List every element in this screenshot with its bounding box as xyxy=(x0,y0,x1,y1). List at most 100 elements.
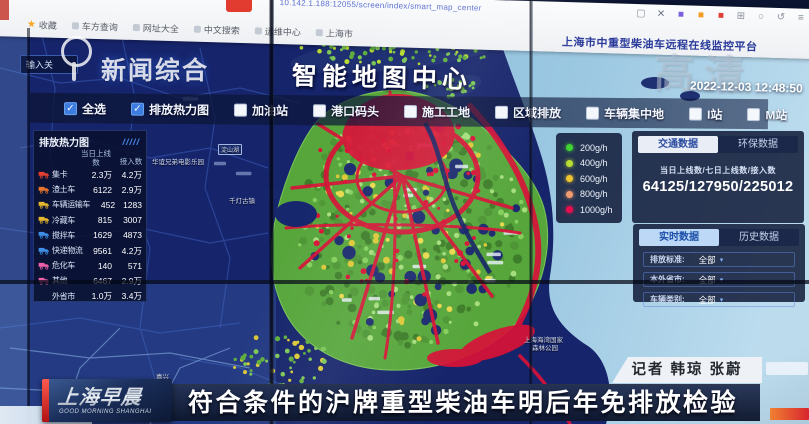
truck-icon xyxy=(38,257,52,275)
menu-icon[interactable]: ≡ xyxy=(797,12,804,24)
layer-toggle-施工工地[interactable]: 施工工地 xyxy=(404,103,470,121)
data-panel-tabs: 交通数据 环保数据 xyxy=(638,136,798,153)
filter-value: 全部 xyxy=(699,274,716,286)
chevron-down-icon: ▾ xyxy=(719,296,724,304)
screen-bezel-vertical-1 xyxy=(269,0,274,424)
truck-icon xyxy=(38,181,52,199)
tab-环保数据[interactable]: 环保数据 xyxy=(738,139,778,150)
legend-label: 1000g/h xyxy=(580,204,613,215)
apps-grid-icon[interactable]: ⊞ xyxy=(736,10,746,23)
layer-toggle-车辆集中地[interactable]: 车辆集中地 xyxy=(586,104,664,122)
small-island xyxy=(641,77,669,89)
layer-toggle-港口码头[interactable]: 港口码头 xyxy=(312,102,379,120)
checkbox-unchecked-icon[interactable] xyxy=(495,105,509,119)
filter-dropdown[interactable]: 排放标准: 全部 ▾ xyxy=(643,252,795,267)
bookmark-item[interactable]: 运维中心 xyxy=(254,24,301,38)
extension-purple-icon[interactable]: ■ xyxy=(677,9,685,21)
bookmark-favicon xyxy=(132,23,140,32)
vehicle-type-label: 危化车 xyxy=(52,261,75,271)
extension-x-icon[interactable]: ✕ xyxy=(656,8,666,20)
online-count: 140 xyxy=(97,260,112,271)
bookmark-item[interactable]: 网址大全 xyxy=(132,21,179,35)
table-row[interactable]: 集卡 2.3万 4.2万 xyxy=(34,167,146,182)
bookmark-item[interactable]: 车方查询 xyxy=(71,19,118,33)
map-scale-box xyxy=(766,362,808,375)
shield-icon[interactable]: ■ xyxy=(697,9,705,21)
layer-toggle-I站[interactable]: I站 xyxy=(689,105,722,122)
filter-panel-tabs: 实时数据 历史数据 xyxy=(639,229,799,246)
online-count: 452 xyxy=(100,199,116,210)
registered-count: 4873 xyxy=(123,230,142,241)
table-row[interactable]: 渣土车 6122 2.9万 xyxy=(34,182,146,197)
layer-toggle-排放热力图[interactable]: ✓ 排放热力图 xyxy=(130,100,210,118)
stats-value: 64125/127950/225012 xyxy=(642,179,794,195)
reader-mode-icon[interactable]: ▢ xyxy=(636,8,646,20)
tab-实时数据[interactable]: 实时数据 xyxy=(639,229,719,246)
channel-watermark: 新闻综合 xyxy=(58,36,209,87)
bookmark-favicon xyxy=(315,29,323,37)
bookmark-item[interactable]: 上海市 xyxy=(315,26,353,40)
column-registered: 接入数 xyxy=(119,157,143,166)
channel-name: 新闻综合 xyxy=(101,57,210,85)
program-name: 上海早晨 xyxy=(56,381,172,410)
registered-count: 4.2万 xyxy=(121,169,142,180)
table-row[interactable]: 车辆运输车 452 1283 xyxy=(34,197,146,212)
truck-icon xyxy=(38,166,52,184)
layer-toggle-M站[interactable]: M站 xyxy=(747,106,787,123)
bookmark-label: 上海市 xyxy=(325,28,353,40)
chevron-down-icon: ▾ xyxy=(719,256,724,264)
checkbox-unchecked-icon[interactable] xyxy=(404,104,418,118)
checkbox-checked-icon[interactable]: ✓ xyxy=(130,102,145,116)
vehicle-type-label: 外省市 xyxy=(52,291,75,301)
legend-item: 600g/h xyxy=(566,171,622,187)
layer-toggle-label: M站 xyxy=(765,107,788,122)
huangpu-river xyxy=(423,121,492,275)
checkbox-unchecked-icon[interactable] xyxy=(586,106,600,120)
checkbox-unchecked-icon[interactable] xyxy=(689,107,703,121)
filter-dropdown[interactable]: 车辆类别: 全部 ▾ xyxy=(643,292,795,307)
history-icon[interactable]: ↺ xyxy=(776,11,786,24)
legend-label: 400g/h xyxy=(580,158,608,169)
table-row[interactable]: 外省市 1.0万 3.4万 xyxy=(34,289,146,304)
bookmark-item[interactable]: 中文搜索 xyxy=(193,23,240,37)
online-count: 1.0万 xyxy=(91,291,112,302)
profile-icon[interactable]: ○ xyxy=(757,11,765,23)
layer-toggle-label: I站 xyxy=(707,107,723,122)
favorites-button[interactable]: ★ 收藏 xyxy=(26,18,58,31)
legend-item: 800g/h xyxy=(566,187,622,203)
filter-label: 车辆类别: xyxy=(650,295,685,304)
tab-交通数据[interactable]: 交通数据 xyxy=(638,136,718,153)
program-name-en: GOOD MORNING SHANGHAI xyxy=(59,409,152,415)
online-count: 1629 xyxy=(93,230,112,241)
layer-toggle-加油站[interactable]: 加油站 xyxy=(233,101,288,118)
extension-red-icon[interactable]: ■ xyxy=(717,10,725,22)
truck-icon xyxy=(38,196,52,214)
legend-dot-icon xyxy=(566,190,573,198)
checkbox-unchecked-icon[interactable] xyxy=(312,103,327,117)
heat-legend-panel: 200g/h 400g/h 600g/h 800g/h 1000g/h xyxy=(556,133,622,223)
emission-table-title: 排放热力图 xyxy=(39,138,89,149)
tab-历史数据[interactable]: 历史数据 xyxy=(739,232,779,243)
address-bar-url[interactable]: 10.142.1.188:12055/screen/index/smart_ma… xyxy=(279,0,482,13)
bookmark-favicon xyxy=(254,27,262,35)
online-count: 815 xyxy=(97,215,112,226)
checkbox-unchecked-icon[interactable] xyxy=(233,103,248,117)
online-count: 2.3万 xyxy=(91,169,112,180)
panel-decor-icon: ///// xyxy=(122,136,140,147)
table-row[interactable]: 搅拌车 1629 4873 xyxy=(34,228,146,243)
checkbox-unchecked-icon[interactable] xyxy=(747,107,761,121)
vehicle-type-label: 搅拌车 xyxy=(52,230,75,240)
layer-toggle-label: 排放热力图 xyxy=(148,102,210,117)
vehicle-type-label: 渣土车 xyxy=(52,185,75,195)
table-row[interactable]: 危化车 140 571 xyxy=(34,258,146,273)
layer-toggle-全选[interactable]: ✓ 全选 xyxy=(63,100,106,117)
registered-count: 571 xyxy=(127,260,142,271)
registered-count: 3007 xyxy=(123,215,142,226)
table-row[interactable]: 快递物流 9561 4.2万 xyxy=(34,243,146,258)
legend-item: 1000g/h xyxy=(566,202,622,218)
checkbox-checked-icon[interactable]: ✓ xyxy=(63,101,78,115)
table-row[interactable]: 冷藏车 815 3007 xyxy=(34,213,146,228)
vehicle-type-label: 快递物流 xyxy=(52,246,83,256)
